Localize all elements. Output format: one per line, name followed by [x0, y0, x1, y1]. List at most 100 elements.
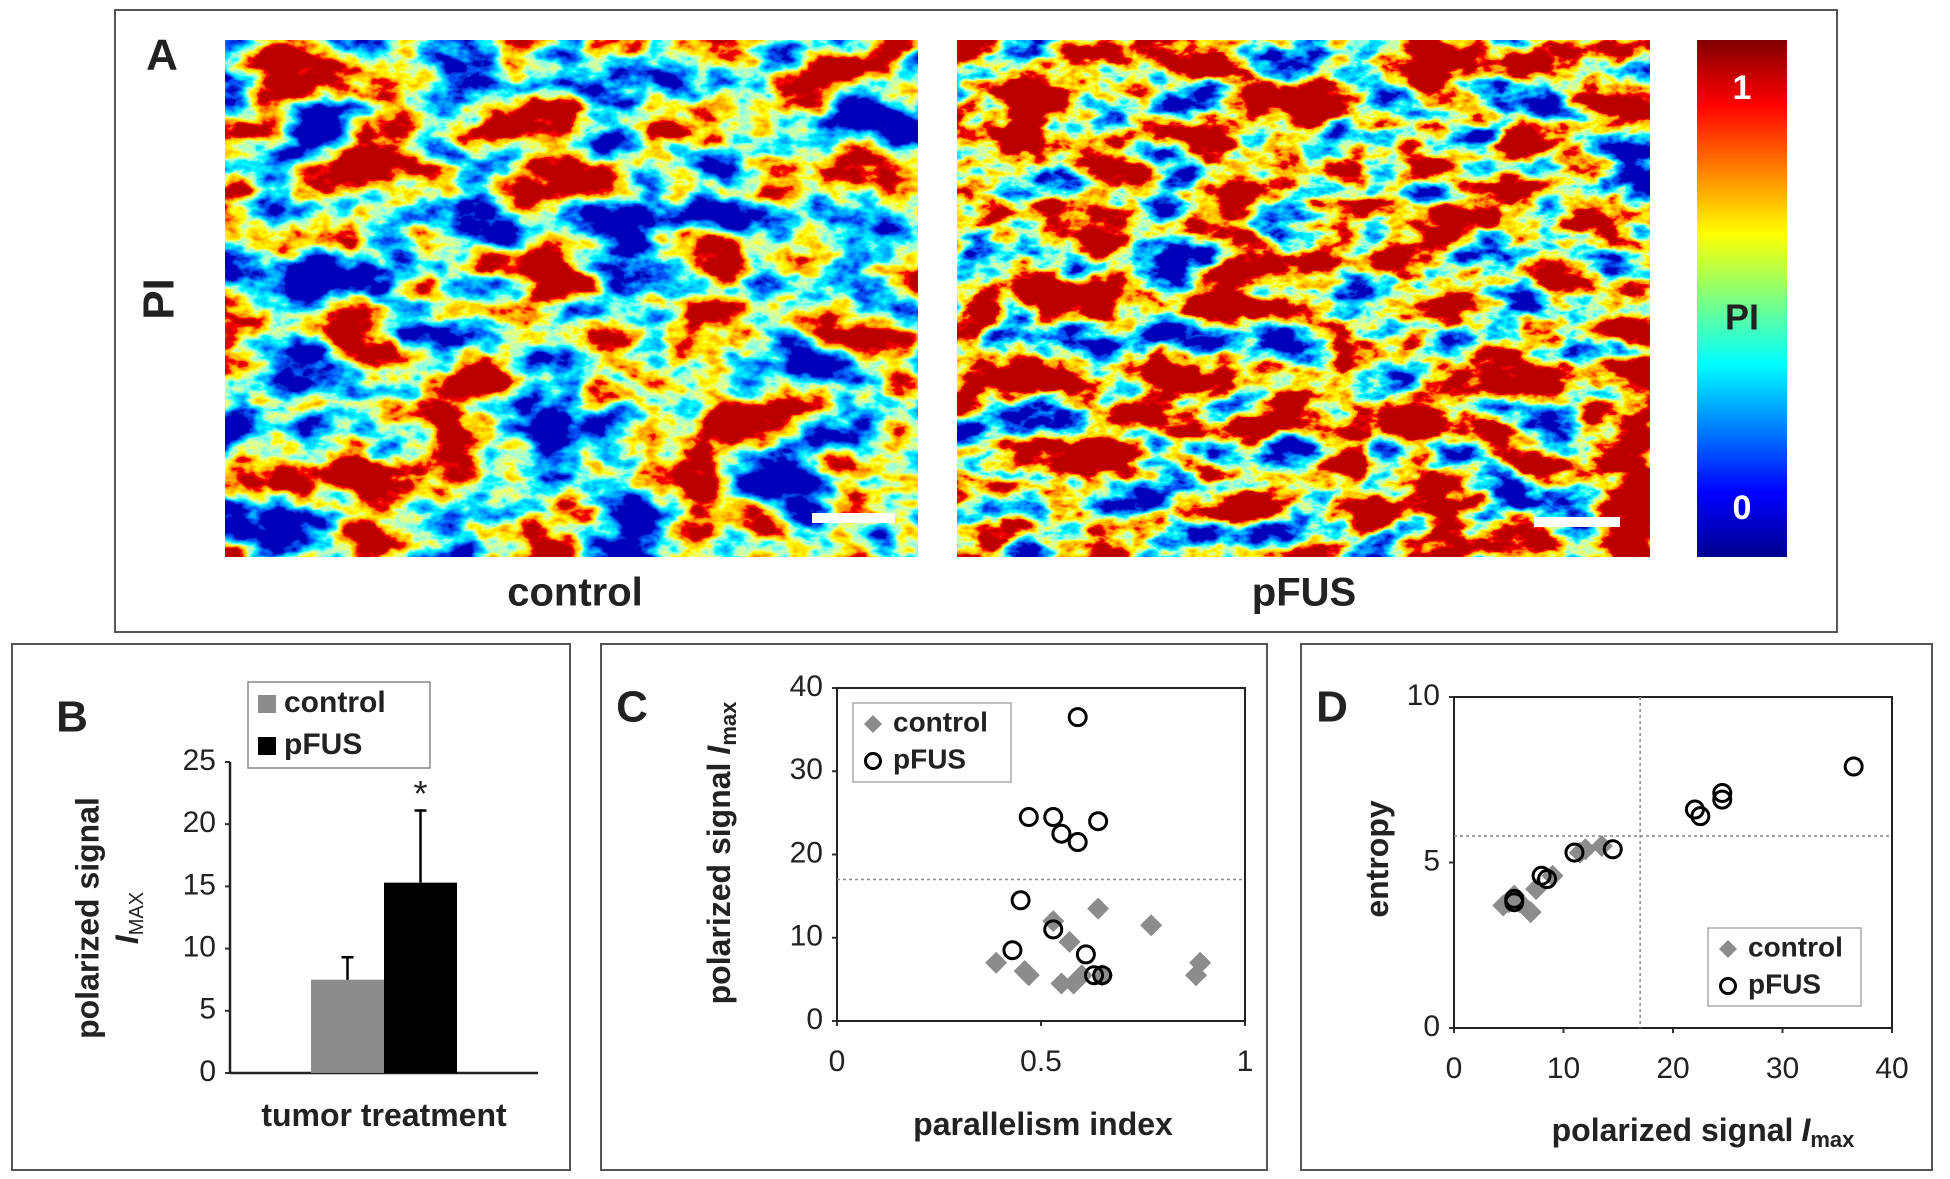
ylabel-label-text: entropy	[1359, 800, 1395, 918]
scatter-point	[1084, 965, 1105, 986]
y-axis-subscript: MAX	[126, 892, 148, 935]
pi-image-pfus	[957, 40, 1650, 557]
scatter-point	[1531, 865, 1552, 886]
legend-swatch	[864, 752, 882, 770]
legend-swatch	[864, 715, 882, 733]
scatter-point	[985, 951, 1008, 974]
scatter-point	[1067, 832, 1088, 853]
ylabel-label-text: polarized signal	[701, 763, 737, 1005]
row-label: PI	[135, 278, 184, 320]
scatter-point	[1050, 972, 1073, 995]
x-tick-label: 10	[1547, 1052, 1580, 1085]
legend-label: control	[893, 706, 988, 737]
scatter-point	[1189, 951, 1212, 974]
ylabel-label-symbol: I	[701, 745, 737, 755]
scatter-point	[1684, 799, 1705, 820]
xlabel-label-text: parallelism index	[913, 1106, 1173, 1142]
panel-letter: C	[616, 683, 648, 732]
ylabel-label: polarized signal Imax	[701, 701, 740, 1005]
colorbar-tick-label: 1	[1733, 69, 1752, 107]
x-tick-label: 0.5	[1020, 1045, 1062, 1078]
bar	[384, 882, 457, 1073]
x-tick-label: 20	[1656, 1052, 1689, 1085]
y-tick-label: 20	[183, 806, 216, 839]
y-tick-label: 5	[1423, 844, 1440, 877]
x-tick-label: 30	[1766, 1052, 1799, 1085]
y-tick-label: 10	[790, 920, 823, 953]
colorbar	[1697, 40, 1787, 557]
scatter-point	[1043, 919, 1064, 940]
panel-a-frame	[114, 9, 1838, 633]
scatter-point	[1504, 892, 1525, 913]
y-tick-label: 0	[199, 1055, 216, 1088]
scatter-point	[1087, 897, 1110, 920]
y-axis-symbol-text: I	[109, 934, 145, 944]
y-axis-symbol: IMAX	[109, 892, 148, 944]
scatter-point	[1018, 807, 1039, 828]
x-tick-label: 0	[829, 1045, 846, 1078]
scatter-point	[1602, 839, 1623, 860]
y-tick-label: 10	[1407, 679, 1440, 712]
x-tick-label: 1	[1237, 1045, 1254, 1078]
image-label: pFUS	[1252, 571, 1356, 615]
pi-image-control	[225, 40, 918, 557]
error-bar	[341, 956, 354, 980]
legend-marker	[864, 752, 882, 770]
ylabel-label-subscript: max	[716, 701, 741, 746]
image-label: control	[507, 571, 643, 615]
scatter-point	[1574, 838, 1597, 861]
scatter-point	[1712, 789, 1733, 810]
panel-letter: D	[1316, 683, 1348, 732]
xlabel-label: parallelism index	[913, 1106, 1173, 1142]
scatter-point	[1590, 834, 1613, 857]
significance-mark: *	[413, 773, 427, 814]
xlabel-label: polarized signal Imax	[1552, 1112, 1856, 1151]
x-tick-label: 40	[1875, 1052, 1908, 1085]
y-tick-label: 40	[790, 670, 823, 703]
xlabel-label-symbol: I	[1801, 1112, 1811, 1148]
legend-label: control	[284, 686, 386, 719]
scatter-point	[1712, 782, 1733, 803]
legend-marker	[1719, 940, 1737, 958]
legend-label: pFUS	[1748, 968, 1821, 999]
y-tick-label: 0	[806, 1003, 823, 1036]
xlabel-label-text: polarized signal	[1552, 1112, 1794, 1148]
legend-swatch	[1719, 977, 1737, 995]
legend-label: control	[1748, 931, 1843, 962]
scatter-point	[1519, 901, 1542, 924]
panel-c-frame	[600, 643, 1268, 1171]
y-axis-label: polarized signal	[69, 797, 105, 1039]
colorbar-label: PI	[1725, 297, 1759, 338]
legend-marker	[864, 715, 882, 733]
legend-label: pFUS	[284, 728, 362, 761]
panel-letter: A	[146, 31, 178, 80]
legend-box	[247, 681, 431, 769]
scatter-point	[1843, 756, 1864, 777]
y-tick-label: 15	[183, 868, 216, 901]
scatter-point	[1002, 940, 1023, 961]
scatter-point	[1010, 890, 1031, 911]
legend-swatch	[1719, 940, 1737, 958]
legend-swatch	[258, 737, 276, 755]
xlabel-label: tumor treatment	[261, 1097, 507, 1133]
legend-swatch	[258, 695, 276, 713]
y-tick-label: 0	[1423, 1010, 1440, 1043]
scatter-point	[1092, 965, 1113, 986]
scatter-point	[1067, 707, 1088, 728]
scatter-point	[1051, 823, 1072, 844]
scatter-point	[1564, 842, 1585, 863]
xlabel-label-subscript: max	[1810, 1127, 1855, 1152]
y-tick-label: 25	[183, 744, 216, 777]
y-tick-label: 20	[790, 836, 823, 869]
ylabel-label: entropy	[1359, 800, 1395, 918]
scatter-point	[1058, 930, 1081, 953]
colorbar-tick-label: 0	[1733, 489, 1752, 527]
bar	[311, 979, 384, 1073]
legend-marker	[1719, 977, 1737, 995]
xlabel-label-text: tumor treatment	[261, 1097, 507, 1133]
panel-b-frame	[11, 643, 571, 1171]
legend-label: pFUS	[893, 743, 966, 774]
panel-d-frame	[1300, 643, 1933, 1171]
legend-box	[852, 702, 1012, 783]
